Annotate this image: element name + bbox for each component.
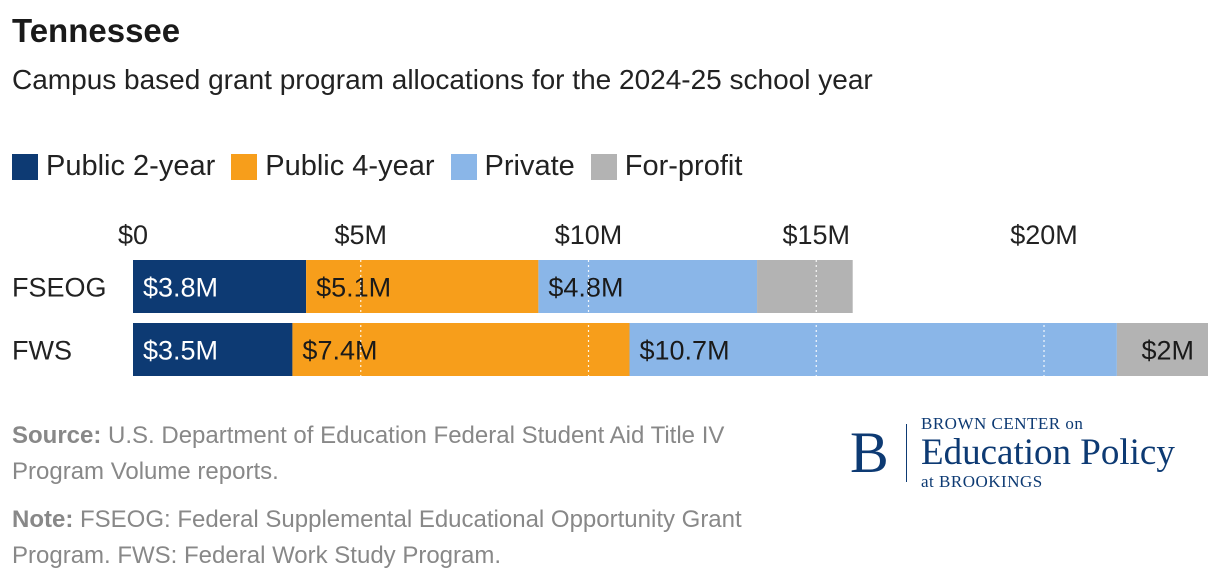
- legend: Public 2-year Public 4-year Private For-…: [12, 150, 742, 183]
- bar-segment-fseog-public-2-year: [133, 260, 307, 313]
- logo-main-line: Education Policy: [921, 431, 1175, 473]
- bar-segment-fseog-public-4-year: [306, 260, 539, 313]
- data-label-fws-for-profit: $2M: [1141, 336, 1194, 366]
- stacked-bar-chart: $0 $5M $10M $15M $20M FSEOG $3.8M $5.1M $4.8M FWS…: [12, 220, 1208, 376]
- logo-text: BROWN CENTER on Education Policy at BROO…: [921, 414, 1175, 492]
- bar-segment-fws-public-4-year: [292, 323, 630, 376]
- note-label: Note:: [12, 506, 74, 533]
- footnote: Note: FSEOG: Federal Supplemental Educat…: [12, 502, 802, 574]
- bar-segment-fseog-for-profit: [757, 260, 853, 313]
- note-text: FSEOG: Federal Supplemental Educational …: [12, 506, 742, 569]
- legend-label-for-profit: For-profit: [624, 150, 743, 182]
- legend-swatch-private: [450, 153, 477, 180]
- brookings-logo: B BROWN CENTER on Education Policy at BR…: [850, 410, 1215, 495]
- data-label-fws-public-4-year: $7.4M: [302, 336, 377, 366]
- category-label-fws: FWS: [12, 336, 72, 366]
- legend-label-public-2-year: Public 2-year: [46, 150, 216, 182]
- logo-top-line: BROWN CENTER on: [921, 413, 1084, 433]
- legend-swatch-public-2-year: [12, 153, 38, 180]
- legend-label-public-4-year: Public 4-year: [265, 150, 435, 182]
- logo-divider: [906, 423, 907, 482]
- logo-mark: B: [850, 420, 889, 485]
- legend-item-private: Private: [450, 150, 575, 183]
- data-label-fws-private: $10.7M: [640, 336, 730, 366]
- x-tick-label: $0: [118, 220, 148, 250]
- legend-swatch-for-profit: [590, 153, 617, 180]
- data-label-fseog-public-2-year: $3.8M: [143, 273, 218, 303]
- legend-label-private: Private: [484, 150, 575, 182]
- source-label: Source:: [12, 422, 102, 449]
- source-text: U.S. Department of Education Federal Stu…: [12, 422, 725, 485]
- logo-bottom-line: at BROOKINGS: [921, 471, 1043, 491]
- data-label-fws-public-2-year: $3.5M: [143, 336, 218, 366]
- data-label-fseog-public-4-year: $5.1M: [316, 273, 391, 303]
- bar-segment-fws-private: [629, 323, 1117, 376]
- legend-swatch-public-4-year: [231, 153, 258, 180]
- legend-item-public-4-year: Public 4-year: [231, 150, 435, 183]
- data-label-fseog-private: $4.8M: [548, 273, 623, 303]
- x-tick-label: $15M: [782, 220, 850, 250]
- legend-item-public-2-year: Public 2-year: [12, 150, 215, 183]
- category-label-fseog: FSEOG: [12, 273, 107, 303]
- bar-segment-fws-for-profit: [1116, 323, 1208, 376]
- chart-subtitle: Campus based grant program allocations f…: [12, 64, 873, 95]
- bar-segment-fseog-private: [538, 260, 758, 313]
- x-tick-label: $5M: [334, 220, 387, 250]
- legend-item-for-profit: For-profit: [590, 150, 743, 183]
- chart-title: Tennessee: [12, 12, 181, 49]
- bar-segment-fws-public-2-year: [133, 323, 293, 376]
- x-tick-label: $10M: [555, 220, 623, 250]
- x-tick-label: $20M: [1010, 220, 1078, 250]
- source-note: Source: U.S. Department of Education Fed…: [12, 418, 802, 490]
